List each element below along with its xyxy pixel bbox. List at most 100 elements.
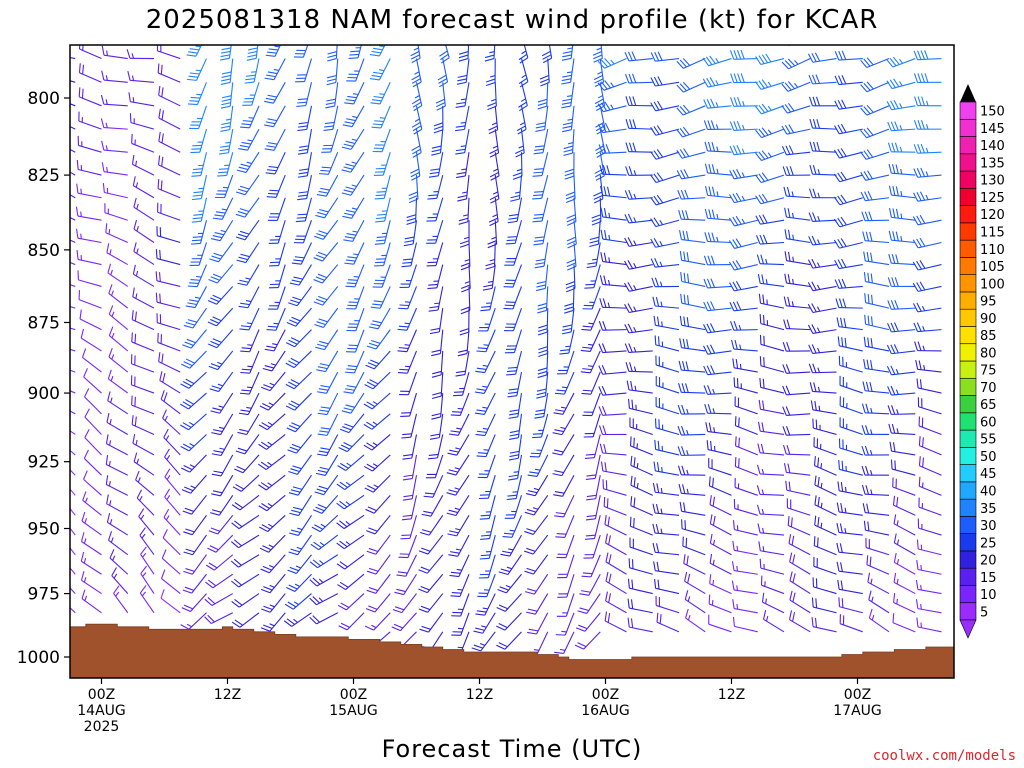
wind-barb	[782, 406, 811, 416]
wind-barb	[681, 519, 706, 536]
wind-barb	[553, 392, 575, 415]
wind-barb	[207, 534, 234, 553]
wind-barb	[677, 189, 706, 200]
wind-barb	[809, 141, 837, 153]
wind-barb	[439, 45, 450, 64]
wind-barb	[318, 151, 339, 175]
wind-barb	[132, 287, 155, 309]
wind-barb	[364, 474, 391, 493]
wind-barb	[863, 336, 890, 352]
wind-barb	[344, 242, 365, 265]
wind-barb	[506, 475, 523, 501]
wind-barb	[783, 444, 811, 456]
wind-barb	[630, 455, 653, 476]
wind-barb	[839, 396, 863, 415]
wind-barb	[132, 176, 155, 199]
wind-barb	[297, 105, 313, 132]
wind-barb	[525, 573, 549, 595]
wind-barb	[703, 34, 731, 44]
wind-barb	[109, 549, 129, 575]
wind-barb	[755, 193, 785, 205]
wind-barb	[263, 82, 286, 104]
wind-barb	[650, 217, 680, 228]
wind-barb	[600, 252, 627, 266]
wind-barb	[834, 258, 863, 270]
wind-barb	[70, 103, 76, 107]
wind-barb	[474, 392, 496, 415]
wind-barb	[889, 441, 916, 456]
wind-barb	[431, 129, 444, 156]
colorbar-segment	[959, 343, 977, 362]
wind-barb	[309, 612, 339, 625]
wind-barb	[211, 413, 234, 436]
wind-barb	[709, 553, 732, 575]
wind-barb	[887, 322, 916, 333]
wind-barb	[677, 425, 706, 436]
wind-barb	[561, 82, 575, 109]
wind-barb	[861, 445, 890, 456]
colorbar-tick-label: 40	[980, 485, 997, 500]
wind-barb	[708, 476, 732, 496]
wind-barb	[133, 242, 155, 266]
wind-barb	[529, 434, 549, 458]
terrain-layer	[69, 623, 955, 679]
wind-barb	[316, 174, 339, 197]
colorbar-tick-label: 15	[980, 571, 997, 586]
wind-barb	[210, 392, 234, 414]
wind-barb	[219, 129, 234, 155]
wind-barb	[296, 82, 313, 107]
wind-barb	[581, 307, 601, 331]
wind-barb	[158, 85, 181, 107]
wind-barb	[862, 231, 890, 244]
wind-barb	[734, 477, 758, 496]
wind-barb	[504, 329, 523, 354]
wind-barb	[81, 589, 102, 614]
wind-barb	[162, 529, 181, 556]
wind-barb	[293, 220, 313, 244]
wind-barb	[591, 197, 602, 226]
wind-barb	[598, 385, 627, 396]
wind-barb	[133, 197, 155, 221]
wind-barb	[756, 485, 785, 496]
wind-barb	[396, 554, 417, 577]
wind-barb	[370, 286, 391, 309]
wind-barb	[182, 573, 207, 594]
wind-barb	[209, 371, 234, 393]
colorbar-tick-label: 65	[980, 398, 997, 413]
wind-barb	[652, 503, 680, 516]
wind-barb	[784, 251, 811, 266]
wind-barb	[70, 239, 76, 243]
wind-barb	[70, 606, 76, 614]
wind-barb	[556, 534, 575, 559]
wind-barb	[782, 385, 811, 396]
wind-barb	[258, 474, 286, 491]
wind-barb	[237, 264, 260, 286]
wind-barb	[100, 94, 128, 107]
wind-barb	[784, 229, 811, 244]
wind-barb	[917, 397, 942, 415]
wind-barb	[158, 131, 181, 153]
colorbar-tick-label: 100	[980, 277, 1005, 292]
wind-barb	[532, 197, 549, 223]
wind-barb	[297, 129, 313, 155]
y-tick-label: 1000	[17, 648, 60, 668]
wind-barb	[346, 307, 365, 332]
wind-barb	[264, 329, 286, 352]
wind-barb	[364, 612, 391, 631]
wind-barb	[429, 413, 444, 440]
wind-barb	[532, 413, 549, 439]
wind-barb	[863, 359, 890, 373]
wind-barb	[629, 436, 653, 456]
wind-barb	[709, 533, 732, 556]
wind-barb	[605, 571, 627, 595]
wind-barb	[811, 617, 837, 633]
wind-barb	[833, 216, 863, 228]
wind-barb	[455, 105, 470, 132]
wind-barb	[914, 96, 942, 107]
wind-barb	[313, 242, 339, 262]
wind-barb	[788, 610, 811, 633]
wind-barb	[457, 175, 470, 202]
wind-barb	[287, 554, 312, 574]
wind-barb	[370, 82, 391, 105]
wind-barb	[731, 580, 758, 595]
